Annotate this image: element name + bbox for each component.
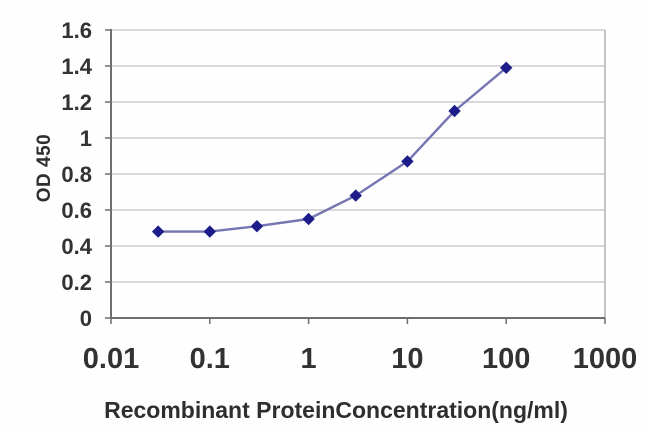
x-tick-label: 100: [482, 343, 530, 375]
y-tick-label: 1: [80, 126, 92, 151]
x-tick-label: 0.1: [190, 343, 230, 375]
y-tick-label: 1.6: [61, 18, 92, 43]
y-tick-label: 1.2: [61, 90, 92, 115]
series-line: [156, 66, 508, 233]
y-tick-label: 0: [80, 306, 92, 331]
data-point-marker: [302, 212, 315, 226]
x-tick-label: 1000: [573, 343, 638, 375]
data-point-marker: [203, 225, 217, 238]
data-point-marker: [448, 104, 461, 118]
data-point-marker: [151, 225, 165, 238]
data-point-marker: [349, 189, 362, 202]
data-point-marker: [250, 219, 264, 233]
y-tick-label: 1.4: [61, 54, 92, 79]
x-tick-label: 10: [391, 343, 423, 375]
x-axis-title: Recombinant ProteinConcentration(ng/ml): [104, 397, 568, 423]
x-tick-label: 1: [301, 343, 317, 375]
y-tick-label: 0.8: [61, 162, 92, 187]
y-tick-label: 0.6: [61, 198, 92, 223]
x-tick-label: 0.01: [83, 343, 139, 375]
y-axis-title: OD 450: [34, 133, 55, 203]
data-point-marker: [401, 155, 414, 168]
y-tick-label: 0.2: [61, 270, 92, 295]
y-tick-label: 0.4: [61, 234, 92, 259]
data-point-marker: [499, 61, 513, 75]
